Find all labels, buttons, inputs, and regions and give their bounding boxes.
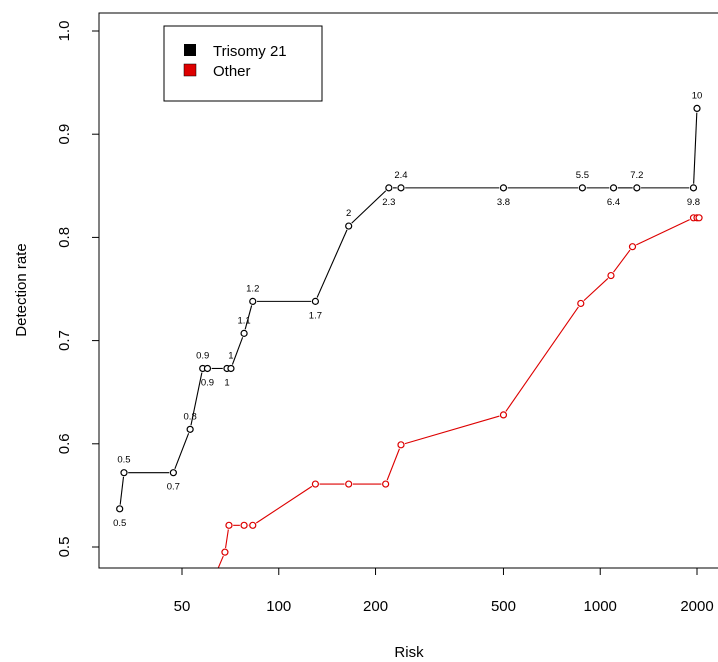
data-point [186, 425, 194, 433]
data-point [249, 297, 257, 305]
data-label: 5.5 [576, 170, 589, 181]
data-label: 0.9 [196, 350, 209, 361]
data-point [311, 297, 319, 305]
data-label: 0.9 [201, 377, 214, 388]
series-line-segment [404, 415, 500, 445]
data-point [577, 299, 585, 308]
y-axis: 0.5 0.6 0.7 0.8 0.9 1.0 [56, 21, 99, 558]
data-point [227, 364, 235, 373]
y-tick-label: 0.6 [56, 433, 73, 454]
data-point [311, 480, 319, 488]
data-label: 2.3 [382, 197, 395, 208]
data-point [499, 411, 508, 419]
series-line-segment [613, 249, 631, 273]
legend-label-trisomy21: Trisomy 21 [213, 43, 287, 60]
y-axis-label: Detection rate [13, 243, 30, 336]
data-point [382, 480, 390, 488]
legend: Trisomy 21 Other [163, 25, 323, 102]
y-tick-label: 0.9 [56, 124, 73, 145]
series-line-segment [244, 305, 253, 330]
data-point [397, 441, 405, 449]
legend-box [163, 25, 323, 102]
x-tick-label: 1000 [584, 598, 617, 615]
x-tick-label: 2000 [680, 598, 713, 615]
data-label: 1.2 [246, 283, 259, 294]
data-point [689, 184, 698, 192]
legend-swatch-other [183, 63, 197, 77]
data-label: 9.8 [687, 197, 700, 208]
series-line-segment [316, 229, 348, 298]
data-point [578, 184, 586, 192]
series-line-segment [636, 219, 690, 246]
y-tick-label: 0.5 [56, 537, 73, 558]
data-point [499, 184, 508, 192]
x-tick-label: 500 [491, 598, 516, 615]
series-line-segment [255, 485, 313, 524]
data-point [240, 521, 248, 529]
series-other [204, 214, 703, 596]
series-line-segment [231, 337, 244, 365]
data-point [240, 329, 248, 337]
data-point [249, 521, 257, 529]
data-point [120, 469, 128, 477]
x-tick-label: 200 [363, 598, 388, 615]
data-label: 1 [228, 350, 233, 361]
series-line-segment [225, 529, 229, 549]
data-label: 2 [346, 208, 351, 219]
data-label: 6.4 [607, 197, 620, 208]
x-tick-label: 100 [266, 598, 291, 615]
data-point [693, 104, 701, 113]
axes [98, 12, 718, 569]
plot-frame [98, 12, 718, 569]
data-label: 0.5 [113, 518, 126, 529]
data-label: 7.2 [630, 170, 643, 181]
series-line-segment [693, 112, 698, 184]
legend-label-other: Other [213, 63, 251, 80]
series-line-segment [217, 555, 224, 568]
data-point [609, 184, 618, 192]
data-point [633, 184, 641, 192]
data-label: 1.1 [237, 315, 250, 326]
data-label: 0.8 [184, 411, 197, 422]
data-label: 0.5 [117, 455, 130, 466]
data-label: 10 [692, 90, 703, 101]
data-point [628, 243, 637, 251]
data-point [397, 184, 405, 192]
data-point [221, 548, 229, 556]
data-point [385, 184, 393, 192]
data-point [345, 480, 353, 488]
series-line-segment [190, 372, 203, 426]
data-label: 2.4 [394, 170, 407, 181]
data-label: 1 [224, 377, 229, 388]
series-line-segment [583, 278, 609, 302]
series-line-segment [351, 190, 387, 224]
series-trisomy21: 0.5 0.5 0.7 0.8 0.9 0.9 1 1 1.1 1.2 1.7 2 2.3 2.4 3.8 5… [113, 90, 702, 528]
series-line-segment [174, 433, 190, 469]
data-point [695, 214, 703, 222]
series-line-segment [119, 476, 125, 505]
plot-area: 0.5 0.5 0.7 0.8 0.9 0.9 1 1 1.1 1.2 1.7 2 2.3 2.4 3.8 5… [113, 90, 703, 596]
data-point [169, 469, 177, 477]
data-label: 1.7 [309, 310, 322, 321]
y-tick-label: 1.0 [56, 21, 73, 42]
y-tick-label: 0.8 [56, 227, 73, 248]
data-point [116, 505, 124, 513]
y-tick-label: 0.7 [56, 330, 73, 351]
data-point [345, 222, 353, 230]
x-axis-label: Risk [394, 644, 424, 661]
data-point [607, 271, 615, 280]
x-axis: 50 100 200 500 1000 2000 [174, 568, 714, 615]
series-line-segment [505, 306, 579, 412]
data-point [204, 590, 210, 596]
data-label: 3.8 [497, 197, 510, 208]
data-point [203, 364, 212, 373]
data-label: 0.7 [167, 482, 180, 493]
legend-swatch-trisomy21 [184, 44, 196, 56]
data-point [225, 521, 233, 529]
x-tick-label: 50 [174, 598, 191, 615]
series-line-segment [386, 448, 400, 481]
